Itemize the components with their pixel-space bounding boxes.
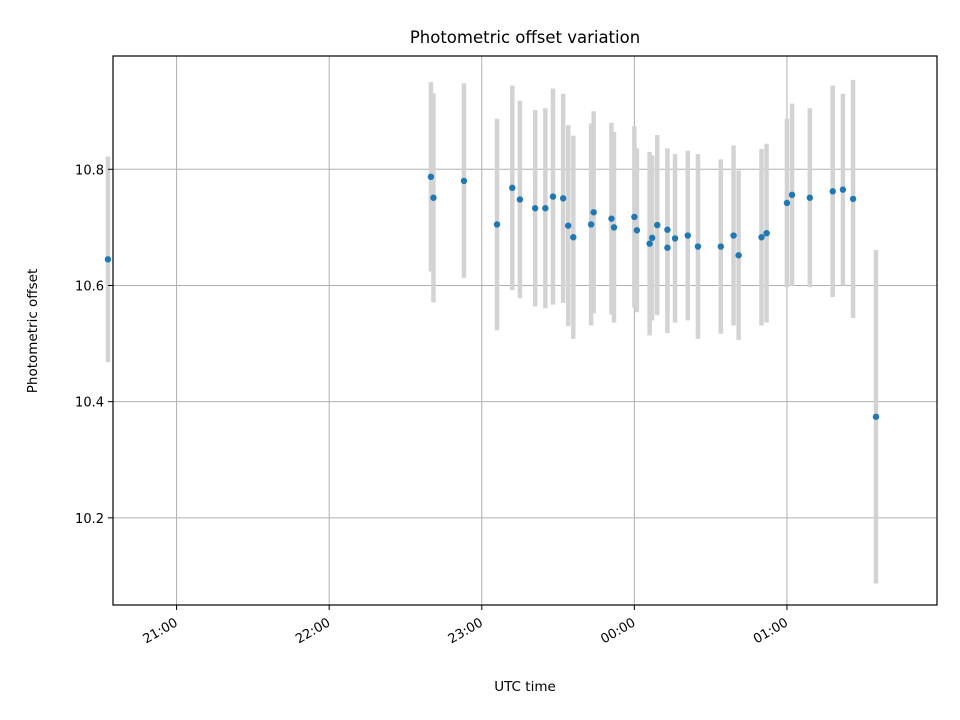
data-point	[516, 196, 524, 203]
data-point	[633, 227, 641, 234]
y-axis-label: Photometric offset	[25, 269, 41, 393]
data-point	[783, 199, 791, 207]
data-point	[829, 188, 836, 195]
data-point	[587, 221, 595, 228]
data-point	[839, 186, 847, 193]
data-point	[664, 226, 671, 233]
data-point	[531, 205, 539, 212]
data-point	[542, 205, 549, 212]
data-point	[694, 243, 702, 250]
data-point	[509, 184, 516, 192]
data-point	[684, 232, 691, 239]
y-axis-ticks: 10.2 10.4 10.6 10.8	[75, 163, 113, 527]
y-tick-label: 10.6	[75, 279, 104, 294]
data-point	[671, 235, 679, 242]
data-point	[608, 215, 615, 222]
plot-frame	[112, 55, 938, 606]
grid	[113, 56, 937, 605]
data-point	[559, 195, 567, 202]
data-point	[806, 194, 814, 201]
data-point	[104, 256, 112, 263]
data-point	[735, 252, 742, 259]
data-point	[648, 234, 656, 242]
data-point	[758, 234, 765, 241]
data-point	[788, 191, 796, 199]
chart-title: Photometric offset variation	[410, 28, 640, 47]
data-point	[427, 173, 435, 181]
data-point	[872, 413, 880, 420]
data-point	[646, 240, 653, 247]
data-points	[104, 173, 880, 420]
data-point	[430, 194, 437, 201]
data-point	[565, 222, 572, 229]
data-point	[730, 232, 737, 239]
data-point	[610, 224, 618, 231]
data-point	[717, 243, 725, 250]
y-tick-label: 10.4	[75, 396, 104, 411]
data-point	[654, 221, 661, 229]
data-point	[570, 234, 577, 241]
data-point	[549, 193, 557, 200]
data-point	[763, 229, 770, 237]
y-tick-label: 10.8	[75, 163, 104, 178]
data-point	[631, 213, 638, 221]
data-point	[493, 221, 501, 228]
y-tick-label: 10.2	[75, 512, 104, 527]
x-axis-label: UTC time	[494, 679, 556, 695]
data-point	[460, 177, 468, 185]
data-point	[664, 244, 671, 251]
data-point	[590, 209, 597, 216]
data-point	[849, 195, 857, 203]
